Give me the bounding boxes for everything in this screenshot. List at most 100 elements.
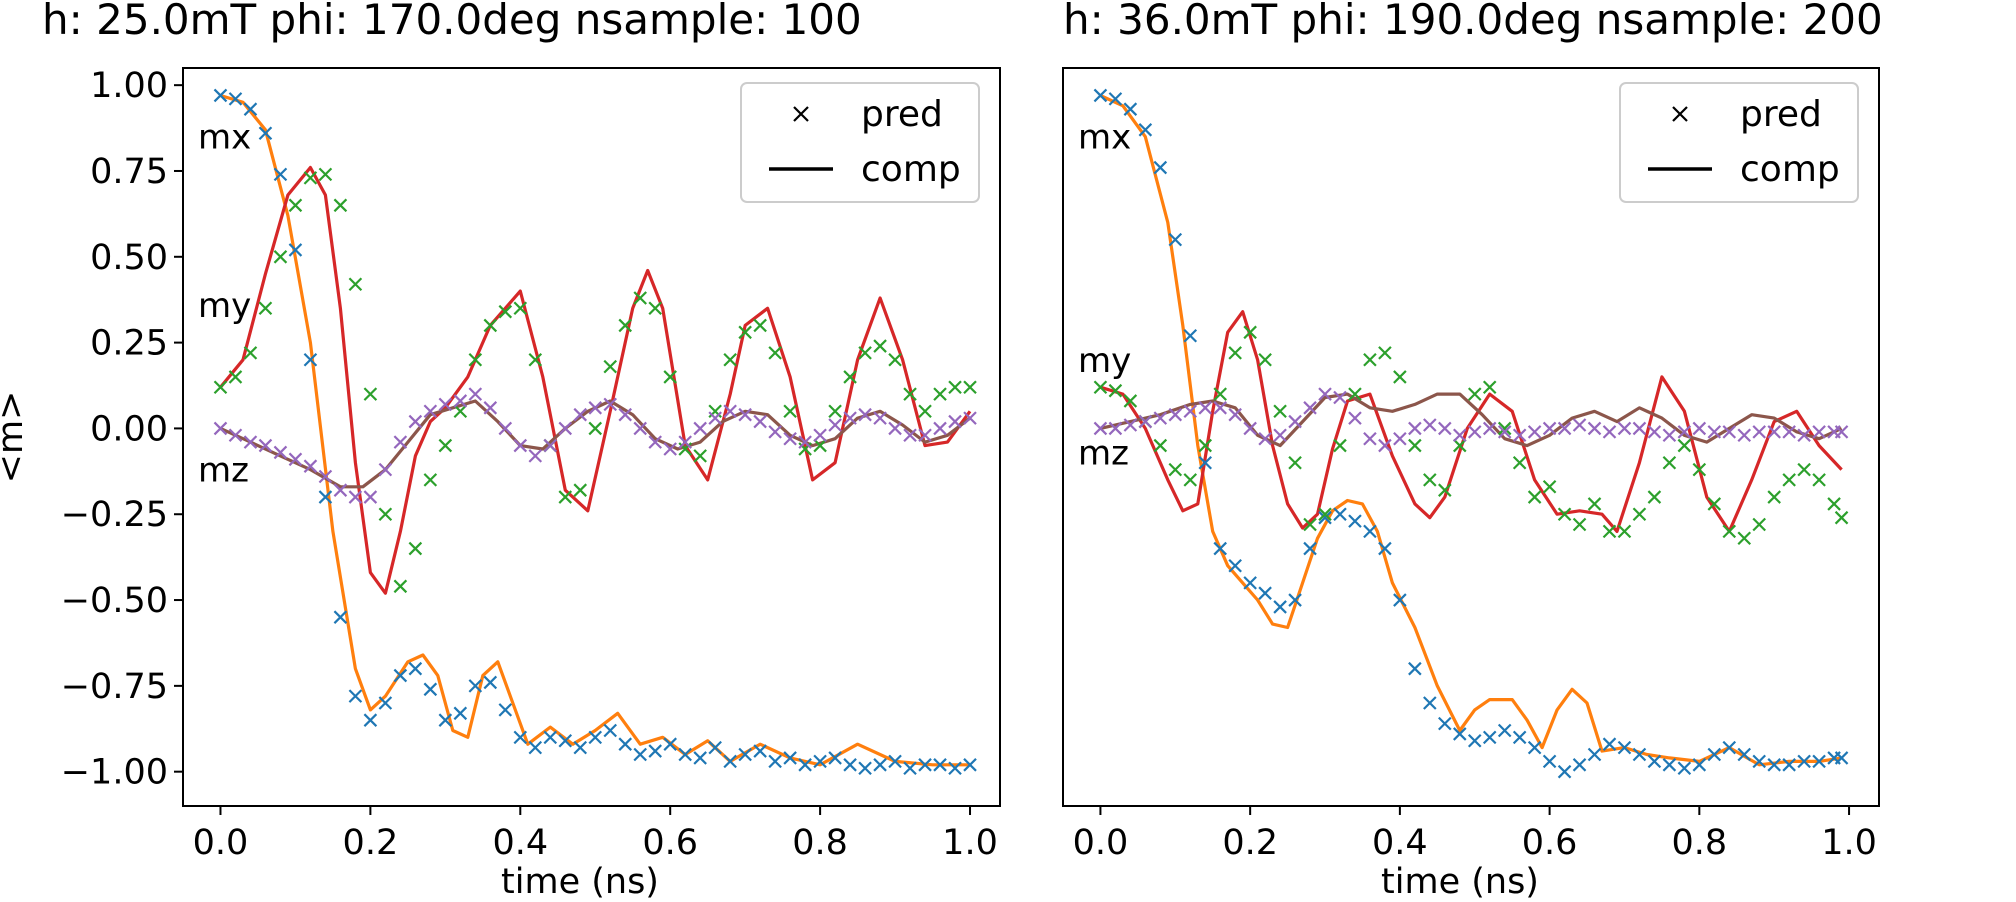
data-point-mz-pred	[1722, 425, 1737, 439]
data-point-mz-pred	[963, 411, 977, 425]
data-point-my-pred	[513, 301, 528, 316]
data-point-my-pred	[1782, 473, 1796, 487]
data-point-my-pred	[1662, 455, 1677, 470]
data-point-mz-pred	[258, 438, 273, 453]
axes-frame	[182, 67, 1001, 807]
data-point-mz-pred	[558, 421, 573, 436]
data-point-mz-pred	[1393, 431, 1407, 446]
data-point-my-pred	[903, 387, 917, 401]
annotation-mz: mz	[198, 451, 249, 491]
plot-area	[1093, 88, 1849, 779]
data-point-mz-pred	[918, 428, 932, 443]
data-point-my-pred	[1393, 370, 1407, 384]
data-point-mx-pred	[888, 754, 902, 769]
data-point-my-pred	[1512, 455, 1527, 470]
data-point-mx-pred	[1168, 232, 1183, 247]
data-point-my-pred	[558, 490, 573, 504]
data-point-my-pred	[243, 346, 258, 360]
data-point-mx-pred	[288, 243, 303, 257]
data-point-mz-pred	[378, 462, 393, 477]
data-point-mz-pred	[1438, 421, 1452, 436]
data-point-mz-pred	[1782, 425, 1796, 439]
chart-panel-left: h: 25.0mT phi: 170.0deg nsample: 100 tim…	[0, 0, 1001, 902]
data-point-my-pred	[1737, 531, 1752, 546]
data-point-mx-pred	[1423, 696, 1437, 710]
data-point-my-pred	[1363, 352, 1377, 367]
x-tick-label: 1.0	[1821, 823, 1877, 863]
y-tick-label: 0.50	[90, 238, 168, 278]
data-point-mx-pred	[393, 668, 408, 683]
data-point-mz-pred	[1527, 425, 1542, 439]
x-tick-label: 0.8	[792, 823, 848, 863]
data-point-my-pred	[1722, 524, 1737, 539]
data-point-my-pred	[273, 250, 288, 264]
data-point-mz-pred	[1363, 431, 1377, 446]
data-point-mz-pred	[408, 414, 423, 429]
data-point-mx-pred	[1243, 576, 1257, 590]
data-point-mx-pred	[318, 490, 333, 504]
data-point-my-pred	[1767, 490, 1781, 504]
data-point-mz-pred	[633, 421, 647, 436]
data-point-mx-pred	[1632, 747, 1647, 762]
data-point-my-pred	[423, 473, 438, 487]
data-point-mx-pred	[363, 713, 378, 727]
data-point-mz-pred	[1228, 407, 1242, 422]
data-point-mx-pred	[258, 126, 273, 140]
data-point-mz-pred	[513, 438, 528, 453]
data-point-mx-pred	[1452, 727, 1467, 741]
data-point-mz-pred	[1707, 425, 1722, 439]
data-point-mx-pred	[933, 758, 947, 772]
data-point-my-pred	[333, 198, 348, 213]
data-point-my-pred	[408, 541, 423, 556]
data-point-mx-pred	[723, 754, 737, 769]
data-point-mx-pred	[558, 734, 573, 748]
data-point-mz-pred	[228, 428, 243, 443]
data-point-mz-pred	[1408, 421, 1422, 436]
data-point-mx-pred	[243, 102, 258, 116]
data-point-mz-pred	[1318, 387, 1332, 401]
data-point-my-pred	[1168, 462, 1183, 477]
data-point-my-pred	[1198, 438, 1213, 453]
data-point-mz-pred	[1542, 421, 1557, 436]
data-point-mz-pred	[438, 397, 453, 412]
data-point-mx-pred	[1834, 751, 1849, 765]
data-point-mx-pred	[1662, 758, 1677, 772]
data-point-mx-pred	[828, 751, 842, 765]
data-point-mx-pred	[1258, 586, 1272, 600]
legend-label: pred	[861, 94, 943, 135]
data-point-mz-pred	[1587, 421, 1602, 436]
data-point-mx-pred	[663, 737, 677, 751]
data-point-mx-pred	[1797, 754, 1811, 769]
x-tick-label: 0.2	[343, 823, 399, 863]
data-point-mx-pred	[738, 747, 752, 762]
series-mx-comp-line	[220, 93, 970, 767]
data-point-mz-pred	[708, 411, 722, 425]
data-point-mz-pred	[243, 435, 258, 449]
series-my-comp-line	[1099, 310, 1843, 533]
data-point-mz-pred	[933, 421, 947, 436]
data-point-mx-pred	[1378, 541, 1392, 556]
data-point-mx-pred	[1707, 747, 1722, 762]
data-point-mx-pred	[1153, 160, 1168, 175]
data-point-my-pred	[1527, 490, 1542, 504]
data-point-mz-pred	[1183, 404, 1198, 419]
data-point-mz-pred	[1557, 421, 1572, 436]
data-point-mz-pred	[753, 414, 767, 429]
annotation-mx: mx	[1078, 118, 1131, 158]
data-point-my-pred	[1423, 473, 1437, 487]
data-point-mx-pred	[468, 679, 483, 693]
data-point-mz-pred	[1258, 431, 1272, 446]
data-point-mz-pred	[738, 407, 752, 422]
legend-marker-x	[793, 106, 809, 122]
x-tick-label: 0.4	[492, 823, 548, 863]
data-point-mx-pred	[1198, 455, 1213, 470]
data-point-mz-pred	[1512, 428, 1527, 443]
data-point-mz-pred	[528, 449, 543, 463]
data-point-my-pred	[858, 346, 872, 360]
data-point-my-pred	[318, 167, 333, 182]
data-point-mx-pred	[423, 682, 438, 697]
data-point-mz-pred	[543, 438, 558, 453]
data-point-mz-pred	[678, 435, 692, 449]
data-point-my-pred	[1467, 387, 1482, 401]
y-tick-label: −0.25	[61, 495, 168, 535]
